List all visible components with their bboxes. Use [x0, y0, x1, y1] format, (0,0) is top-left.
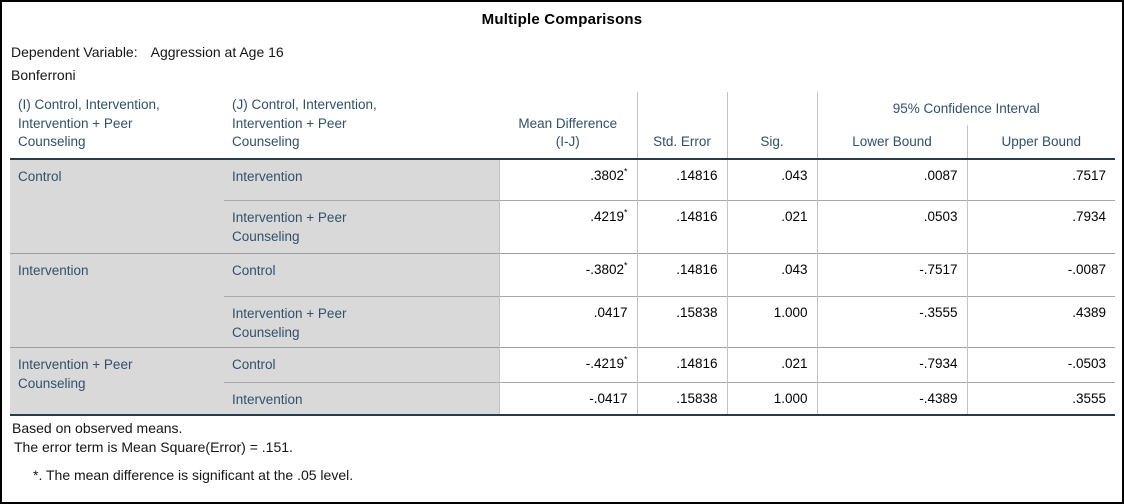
lower-bound-value: -.4389 [816, 382, 967, 416]
significance-star: * [623, 354, 628, 365]
column-header-confidence-interval: 95% Confidence Interval [816, 92, 1115, 125]
std-error-value: .14816 [636, 253, 727, 297]
table-row: Intervention -.0417 .15838 1.000 -.4389 … [10, 382, 1115, 416]
std-error-value: .15838 [636, 382, 727, 416]
upper-bound-value: .3555 [966, 382, 1115, 416]
mean-difference-value: -.3802* [498, 253, 637, 297]
sig-value: .021 [726, 347, 817, 383]
posthoc-method-label: Bonferroni [11, 67, 76, 83]
mean-difference-value: .4219* [498, 200, 637, 254]
footnote-significance: *. The mean difference is significant at… [33, 467, 354, 484]
mean-difference-value: .3802* [498, 158, 637, 201]
mean-difference-value: .0417 [498, 296, 637, 348]
dependent-variable-value: Aggression at Age 16 [150, 44, 284, 60]
group-label-intervention-peer-counseling: Intervention + Peer Counseling [10, 347, 224, 416]
mean-difference-value: -.4219* [498, 347, 637, 383]
sig-value: 1.000 [726, 382, 817, 416]
dependent-variable-label: Dependent Variable: [11, 44, 138, 60]
column-header-i: (I) Control, Intervention, Intervention … [18, 97, 160, 150]
column-header-mean-difference: Mean Difference (I-J) [518, 115, 618, 150]
column-header-j: (J) Control, Intervention, Intervention … [232, 97, 377, 150]
table-row: Control Intervention .3802* .14816 .043 … [10, 158, 1115, 254]
upper-bound-value: .4389 [966, 296, 1115, 348]
sig-value: .043 [726, 158, 817, 201]
column-header-lower-bound: Lower Bound [816, 124, 967, 159]
upper-bound-value: -.0503 [966, 347, 1115, 383]
std-error-value: .14816 [636, 347, 727, 383]
table-title: Multiple Comparisons [481, 11, 643, 28]
comparison-label: Intervention + Peer Counseling [224, 200, 499, 254]
table-footnotes: Based on observed means. The error term … [2, 420, 1122, 483]
lower-bound-value: .0503 [816, 200, 967, 254]
column-header-sig: Sig. [726, 92, 817, 159]
table-body: Control Intervention .3802* .14816 .043 … [10, 158, 1115, 416]
sig-value: .021 [726, 200, 817, 254]
table-header: (I) Control, Intervention, Intervention … [10, 92, 1115, 159]
lower-bound-value: -.3555 [816, 296, 967, 348]
comparison-label: Control [224, 347, 499, 383]
sig-value: 1.000 [726, 296, 817, 348]
std-error-value: .15838 [636, 296, 727, 348]
mean-difference-value: -.0417 [498, 382, 637, 416]
sig-value: .043 [726, 253, 817, 297]
lower-bound-value: .0087 [816, 158, 967, 201]
multiple-comparisons-table: (I) Control, Intervention, Intervention … [10, 92, 1115, 416]
footnote-error-term: The error term is Mean Square(Error) = .… [14, 439, 293, 456]
upper-bound-value: -.0087 [966, 253, 1115, 297]
column-header-upper-bound: Upper Bound [966, 124, 1115, 159]
dependent-variable-line: Dependent Variable: Aggression at Age 16 [2, 28, 1122, 60]
group-label-control: Control [10, 158, 224, 254]
std-error-value: .14816 [636, 158, 727, 201]
table-row: Intervention Control -.3802* .14816 .043… [10, 253, 1115, 348]
comparison-label: Intervention + Peer Counseling [224, 296, 499, 348]
table-row: Intervention + Peer Counseling Control -… [10, 347, 1115, 416]
comparison-label: Intervention [224, 382, 499, 416]
lower-bound-value: -.7517 [816, 253, 967, 297]
significance-star: * [623, 207, 628, 218]
std-error-value: .14816 [636, 200, 727, 254]
column-header-std-error: Std. Error [636, 92, 727, 159]
significance-star: * [623, 166, 628, 177]
group-label-intervention: Intervention [10, 253, 224, 348]
lower-bound-value: -.7934 [816, 347, 967, 383]
table-row: Intervention + Peer Counseling .0417 .15… [10, 296, 1115, 348]
upper-bound-value: .7517 [966, 158, 1115, 201]
comparison-label: Control [224, 253, 499, 297]
upper-bound-value: .7934 [966, 200, 1115, 254]
comparison-label: Intervention [224, 158, 499, 201]
table-row: Intervention + Peer Counseling .4219* .1… [10, 200, 1115, 254]
footnote-observed-means: Based on observed means. [12, 420, 183, 437]
significance-star: * [623, 260, 628, 271]
